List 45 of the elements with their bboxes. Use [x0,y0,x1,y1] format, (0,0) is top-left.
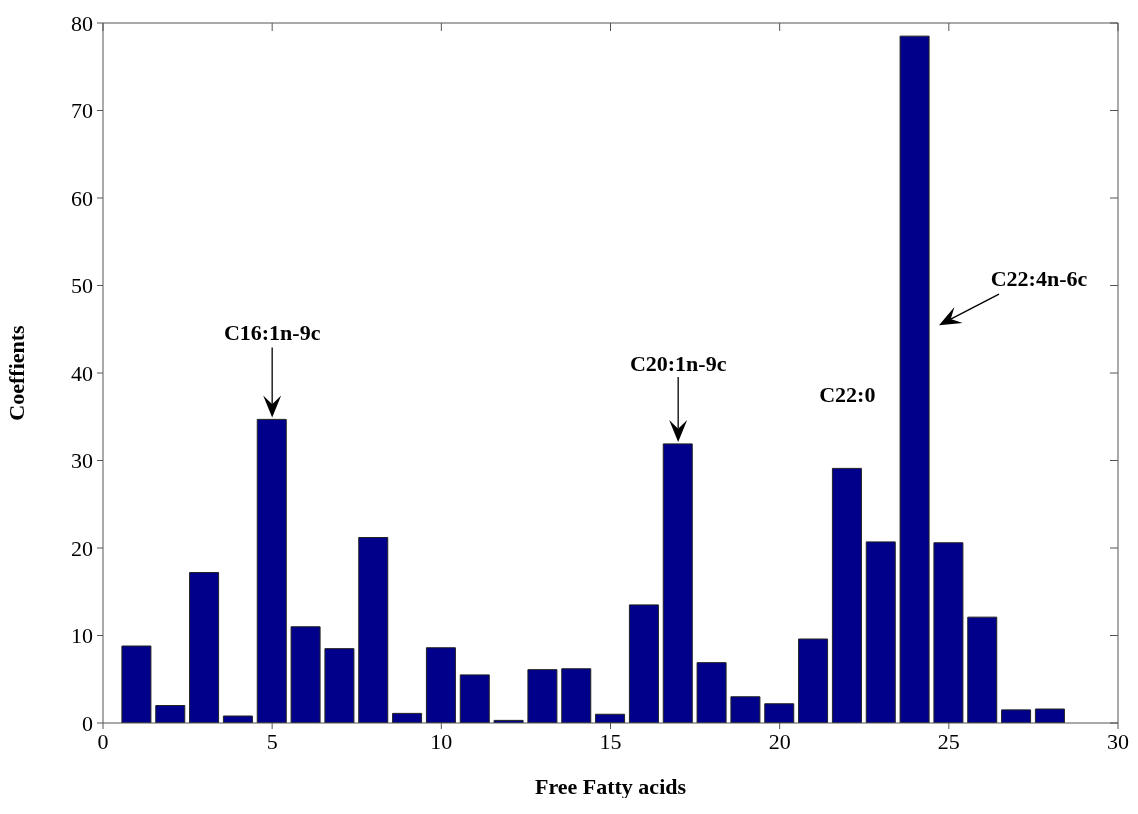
x-tick-label: 10 [430,728,453,754]
annotation: C16:1n-9c [223,320,321,346]
y-tick-label: 40 [71,360,93,386]
y-tick-label: 20 [71,535,93,561]
bar [459,674,490,723]
y-tick-label: 80 [71,10,93,36]
bar [798,638,829,723]
x-tick-label: 30 [1107,728,1129,754]
bar [628,604,659,723]
bar [290,626,321,723]
bar [155,705,186,723]
bar [730,696,761,723]
x-tick-label: 0 [97,728,109,754]
bar [527,669,558,723]
bar [764,703,795,723]
annotation: C22:0 [819,382,876,408]
y-axis-title: Coeffients [3,324,29,421]
y-tick-label: 30 [71,448,93,474]
annotation: C20:1n-9c [629,350,727,376]
bar [967,616,998,723]
bar [865,541,896,723]
bar [933,542,964,723]
y-tick-label: 50 [71,273,93,299]
bar [1001,709,1032,723]
bar [222,715,253,723]
bar [324,648,355,723]
x-tick-label: 15 [599,728,622,754]
bar [189,572,220,723]
x-axis-title: Free Fatty acids [534,774,687,799]
bar [696,662,727,723]
bar [358,537,389,723]
annotation: C22:4n-6c [990,265,1088,291]
bar [899,35,930,723]
y-tick-label: 0 [82,710,93,736]
y-tick-label: 70 [71,98,93,124]
bar [121,645,152,723]
bar [425,647,456,723]
y-tick-label: 60 [71,185,93,211]
x-tick-label: 20 [768,728,791,754]
bar [1034,708,1065,723]
y-tick-label: 10 [71,623,93,649]
bar [561,668,592,723]
bar [831,467,862,723]
x-tick-label: 25 [937,728,960,754]
x-tick-label: 5 [266,728,278,754]
